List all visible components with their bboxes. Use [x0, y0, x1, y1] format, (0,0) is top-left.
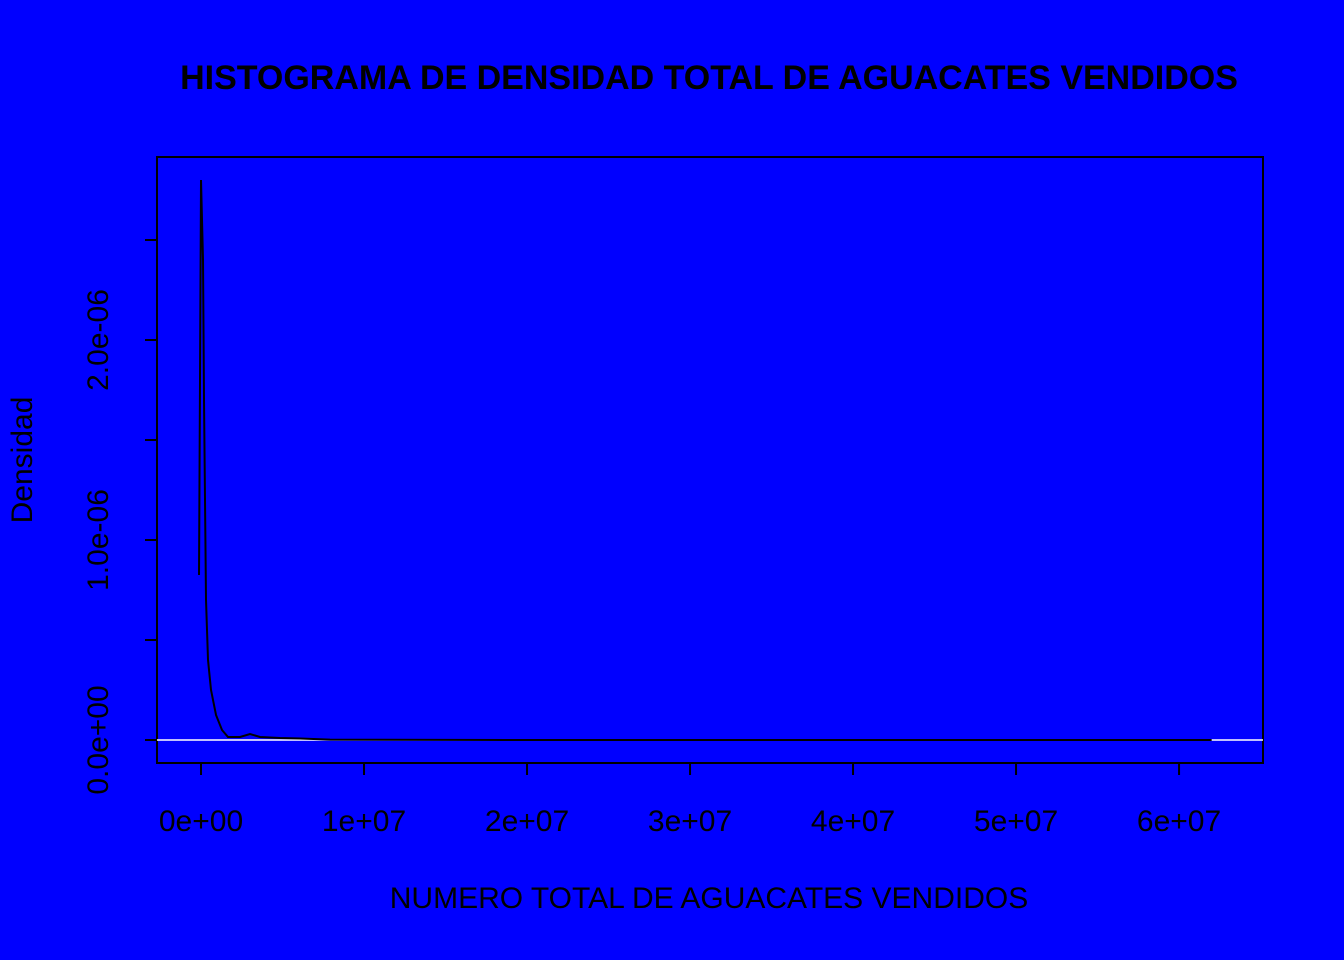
- x-tick-label: 1e+07: [322, 805, 406, 838]
- x-tick-label: 4e+07: [811, 805, 895, 838]
- x-axis-label: NUMERO TOTAL DE AGUACATES VENDIDOS: [390, 882, 1028, 915]
- plot-frame: [156, 156, 1264, 764]
- y-tick-label: 0.0e+00: [82, 685, 115, 794]
- x-tick-label: 2e+07: [485, 805, 569, 838]
- density-line: [198, 179, 1212, 741]
- y-tick-label: 1.0e-06: [82, 489, 115, 591]
- x-tick-label: 3e+07: [648, 805, 732, 838]
- x-tick-label: 5e+07: [974, 805, 1058, 838]
- y-tick-label: 2.0e-06: [82, 289, 115, 391]
- y-axis-label: Densidad: [6, 397, 39, 524]
- x-tick-label: 0e+00: [159, 805, 243, 838]
- x-tick-label: 6e+07: [1137, 805, 1221, 838]
- chart-title: HISTOGRAMA DE DENSIDAD TOTAL DE AGUACATE…: [180, 59, 1238, 97]
